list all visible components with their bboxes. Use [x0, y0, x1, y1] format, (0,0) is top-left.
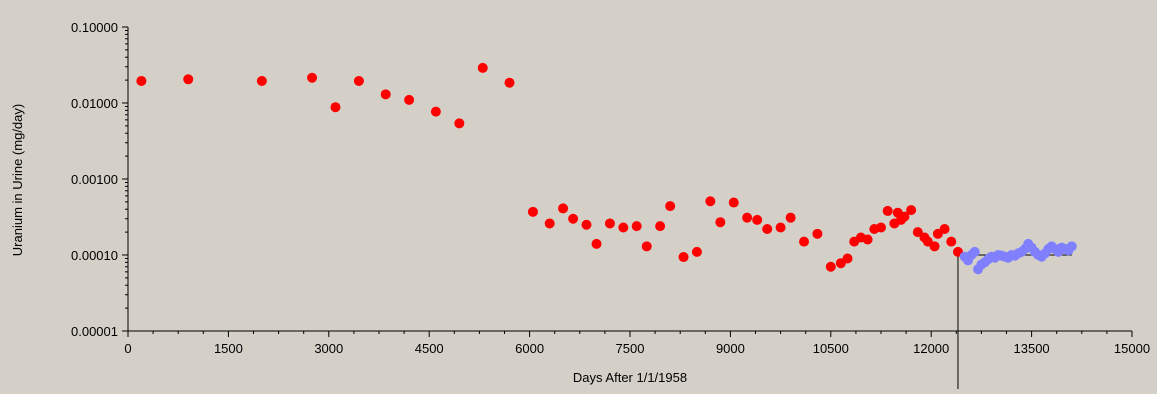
data-point [762, 223, 773, 234]
data-point [691, 246, 702, 257]
data-point [929, 241, 940, 252]
data-point [1066, 241, 1077, 252]
data-point [876, 222, 886, 233]
x-tick-label: 4500 [415, 341, 444, 356]
data-point [568, 213, 579, 224]
data-point [544, 218, 555, 229]
y-tick-label: 0.10000 [71, 20, 118, 35]
data-point [899, 211, 910, 222]
data-point [136, 75, 147, 86]
data-point [581, 219, 592, 230]
data-point [825, 261, 836, 272]
data-point [752, 214, 763, 225]
data-point [799, 236, 810, 247]
data-point [678, 252, 689, 263]
data-point [655, 221, 666, 232]
y-axis-label: Uranium in Urine (mg/day) [10, 104, 25, 256]
data-point [705, 196, 716, 207]
y-tick-label: 0.00010 [71, 248, 118, 263]
y-tick-label: 0.00001 [71, 324, 118, 339]
data-point [785, 212, 796, 223]
data-point [430, 106, 441, 117]
data-point [353, 75, 364, 86]
data-point [330, 102, 341, 113]
x-axis-label: Days After 1/1/1958 [573, 370, 687, 385]
data-point [307, 72, 318, 83]
y-tick-label: 0.00100 [71, 172, 118, 187]
x-tick-label: 3000 [314, 341, 343, 356]
data-point [527, 206, 538, 217]
data-point [882, 205, 893, 216]
data-point [604, 218, 615, 229]
data-point [591, 238, 602, 249]
data-point [404, 94, 415, 105]
data-point [618, 222, 629, 233]
data-point [641, 241, 652, 252]
data-point [504, 77, 515, 88]
data-point [775, 222, 786, 233]
data-point [256, 75, 267, 86]
data-point [477, 62, 488, 73]
x-tick-label: 10500 [813, 341, 849, 356]
data-point [380, 89, 391, 100]
x-tick-label: 0 [124, 341, 131, 356]
x-tick-label: 12000 [913, 341, 949, 356]
x-tick-label: 15000 [1114, 341, 1150, 356]
x-tick-label: 9000 [716, 341, 745, 356]
data-point [842, 253, 853, 264]
data-point [728, 197, 739, 208]
data-point [812, 228, 823, 239]
data-point [665, 201, 676, 212]
x-tick-label: 1500 [214, 341, 243, 356]
data-point [906, 205, 917, 216]
data-point [558, 203, 569, 214]
x-tick-label: 13500 [1014, 341, 1050, 356]
x-tick-label: 7500 [616, 341, 645, 356]
data-point [454, 118, 465, 129]
data-point [969, 246, 980, 257]
data-point [912, 227, 923, 238]
data-point [715, 217, 726, 228]
y-tick-label: 0.01000 [71, 96, 118, 111]
data-point [183, 74, 194, 85]
data-point [939, 223, 950, 234]
data-point [862, 234, 873, 245]
data-point [631, 221, 642, 232]
data-point [742, 212, 753, 223]
data-point [946, 236, 957, 247]
x-tick-label: 6000 [515, 341, 544, 356]
